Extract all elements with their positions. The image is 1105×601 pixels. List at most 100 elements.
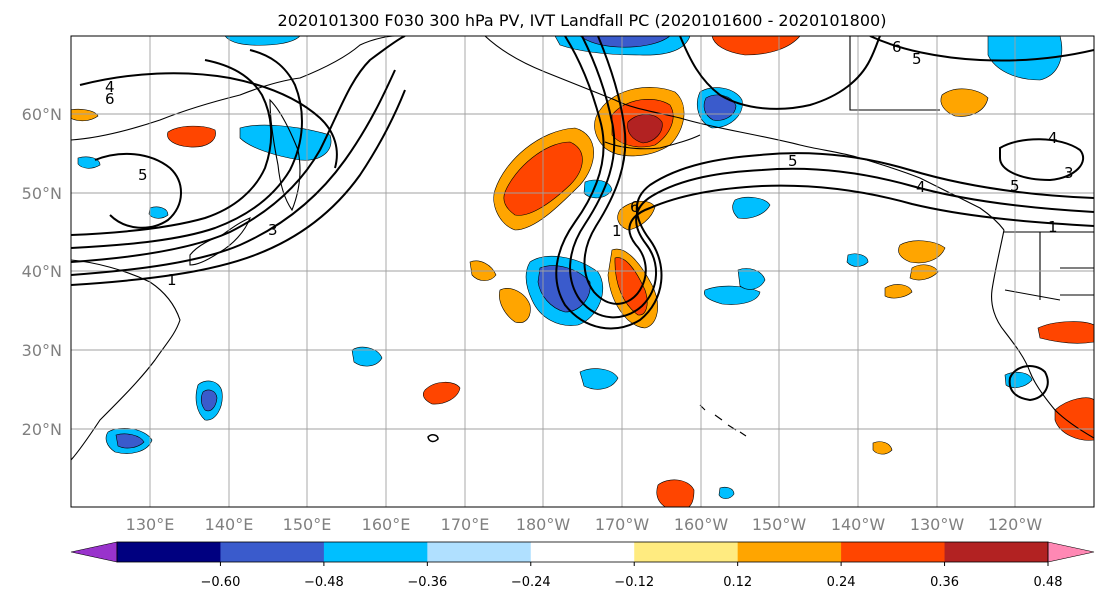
contour-label-6-west: 6 [105, 90, 115, 108]
colorbar-segment [427, 542, 532, 562]
pv-contour-trough-central-2 [569, 36, 1094, 319]
contour-label-3-west: 3 [268, 221, 278, 239]
cool-anomaly-east-pac-1 [703, 285, 761, 305]
colorbar-segments [70, 541, 1095, 563]
warm-anomaly-canada-3 [884, 284, 913, 299]
contour-label-4-west: 4 [105, 78, 115, 96]
contour-label-6-central: 6 [630, 198, 640, 216]
us-state-borders [1004, 231, 1094, 301]
colorbar-segment [323, 542, 428, 562]
pv-contour-loop-west [94, 152, 182, 229]
warm-anomaly-canada-4 [940, 88, 989, 117]
latitude-labels: 60°N 50°N 40°N 30°N 20°N [22, 105, 62, 439]
pv-contour-trough-west [71, 49, 303, 249]
colorbar-segment [737, 542, 842, 562]
warm-anomaly-mexico [1054, 397, 1094, 441]
colorbar-segment [530, 542, 635, 562]
cool-anomaly-small-6 [718, 486, 735, 499]
lat-label-60n: 60°N [22, 105, 62, 124]
colorbar-segment [841, 542, 946, 562]
coastline-aleutians [604, 134, 701, 150]
coastline-north-america-west [991, 229, 1094, 439]
figure-title: 2020101300 F030 300 hPa PV, IVT Landfall… [278, 11, 887, 30]
warm-anomaly-subtropics [422, 381, 461, 405]
cool-anomaly-gulf [732, 196, 771, 219]
cool-anomaly-east-asia [239, 124, 332, 161]
lon-label-170e: 170°E [441, 515, 490, 534]
lon-label-170w: 170°W [595, 515, 650, 534]
warm-anomaly-gulf-south-core [614, 257, 648, 316]
colorbar-extend-high [1047, 541, 1095, 563]
colorbar-tick-label: −0.12 [614, 575, 654, 590]
pv-contour-north-gulf [679, 36, 881, 110]
cool-anomaly-west-pac-2-core [115, 433, 145, 449]
cool-anomaly-subtropics-2 [351, 346, 383, 367]
lat-label-30n: 30°N [22, 341, 62, 360]
contour-label-1-central: 1 [612, 222, 622, 240]
map-panel: 1 4 6 5 3 5 6 1 4 3 5 4 5 6 1 [70, 35, 1095, 508]
lon-label-120w: 120°W [988, 515, 1043, 534]
coastline-kamchatka [269, 98, 301, 212]
warm-anomaly-california [1037, 321, 1094, 344]
warm-anomaly-canada-2 [909, 264, 939, 281]
pv-contour-ridge-1 [71, 69, 396, 276]
pv-contour-low-lat [71, 36, 406, 263]
colorbar-segment [117, 542, 221, 562]
colorbar-outline [116, 541, 1049, 563]
coastline-alaska [484, 36, 1005, 231]
lon-label-150e: 150°E [283, 515, 332, 534]
colorbar-tick-label: −0.24 [511, 575, 551, 590]
contour-label-5-west: 5 [138, 166, 148, 184]
warm-anomaly-canada-1 [898, 240, 946, 264]
longitude-labels: 130°E 140°E 150°E 160°E 170°E 180°W 170°… [126, 515, 1043, 534]
lon-label-130w: 130°W [910, 515, 965, 534]
lon-label-150w: 150°W [752, 515, 807, 534]
coastline-hawaii [699, 404, 747, 437]
cool-anomaly-subtropics-1 [579, 368, 619, 390]
colorbar-segment [634, 542, 739, 562]
colorbar-segment [220, 542, 325, 562]
pv-contour-northeast [869, 36, 1094, 62]
colorbar: −0.60 −0.48 −0.36 −0.24 −0.12 0.12 0.24 0.36 0.4… [70, 541, 1095, 590]
warm-anomaly-south-1 [656, 479, 695, 507]
colorbar-tick-label: −0.60 [201, 575, 241, 590]
coastline-canada-inlet [849, 36, 940, 111]
contour-label-5-central: 5 [788, 152, 798, 170]
colorbar-tick-label: 0.36 [930, 575, 959, 590]
colorbar-tick-label: 0.48 [1034, 575, 1063, 590]
pv-contour-loop-northwest [79, 72, 338, 169]
lon-label-140w: 140°W [831, 515, 886, 534]
pv-contour-labels: 1 4 6 5 3 5 6 1 4 3 5 4 5 6 1 [105, 38, 1074, 289]
positive-anomaly-shading [71, 36, 1094, 507]
contour-label-3-east: 3 [1064, 164, 1074, 182]
contour-label-1-west: 1 [167, 271, 177, 289]
warm-anomaly-small-4 [71, 108, 99, 122]
pv-contour-northeast-loop [999, 138, 1085, 182]
map-border [70, 35, 1095, 508]
pv-contour-trough-central-3 [583, 36, 1094, 305]
lat-label-50n: 50°N [22, 184, 62, 203]
negative-anomaly-shading [77, 36, 1063, 499]
warm-anomaly-small-3 [872, 441, 893, 455]
pv-contour-closed-low [1008, 365, 1049, 402]
contour-label-4-canada: 4 [916, 178, 926, 196]
pv-contour-ridge-2 [71, 89, 406, 286]
lon-label-140e: 140°E [205, 515, 254, 534]
contour-label-4-east: 4 [1048, 129, 1058, 147]
colorbar-ticks: −0.60 −0.48 −0.36 −0.24 −0.12 0.12 0.24 0.36 0.4… [201, 562, 1063, 590]
cool-anomaly-east-pac-2 [737, 268, 766, 290]
pv-contour-closed-small [427, 434, 439, 443]
contour-label-6-north: 6 [892, 38, 902, 56]
lon-label-180w: 180°W [516, 515, 571, 534]
cool-anomaly-north-top-core [579, 36, 671, 48]
cool-anomaly-northeast [987, 36, 1063, 81]
warm-anomaly-bering-peak [627, 114, 663, 144]
colorbar-tick-label: −0.36 [407, 575, 447, 590]
colorbar-extend-low [70, 541, 118, 563]
warm-anomaly-small-2 [499, 288, 531, 323]
lat-label-40n: 40°N [22, 262, 62, 281]
colorbar-tick-label: 0.12 [723, 575, 752, 590]
colorbar-segment [944, 542, 1049, 562]
contour-label-5-north: 5 [912, 50, 922, 68]
warm-anomaly-top-1 [711, 36, 801, 56]
